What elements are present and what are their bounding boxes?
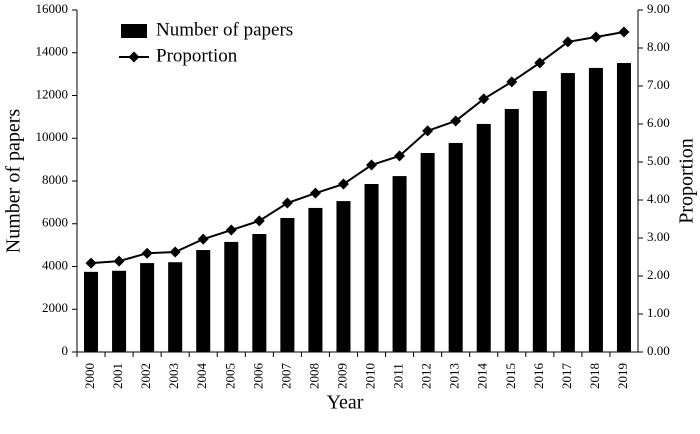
y-tick-label: 4000 (42, 257, 68, 272)
line-marker (113, 255, 125, 267)
y-axis-title: Number of papers (3, 109, 25, 254)
bar (588, 67, 603, 353)
legend-label: Number of papers (156, 19, 293, 40)
bar (84, 271, 99, 352)
x-tick-label: 2006 (250, 363, 265, 390)
line-marker (141, 247, 153, 259)
y2-tick-label: 4.00 (647, 191, 670, 206)
y-tick-label: 14000 (36, 44, 69, 59)
x-tick-label: 2018 (587, 363, 602, 389)
y2-tick-label: 6.00 (647, 115, 670, 130)
legend-swatch (121, 24, 147, 38)
y2-tick-label: 8.00 (647, 39, 670, 54)
y-tick-label: 6000 (42, 215, 68, 230)
x-tick-label: 2003 (166, 363, 181, 389)
x-tick-label: 2019 (615, 363, 630, 389)
line-marker (422, 125, 434, 137)
legend-marker (128, 51, 140, 63)
y-tick-label: 16000 (36, 1, 69, 16)
bar (112, 270, 127, 352)
line-marker (197, 233, 209, 245)
bar (532, 91, 547, 352)
bar (476, 123, 491, 353)
bar (336, 201, 351, 352)
y2-tick-label: 9.00 (647, 1, 670, 16)
bar (196, 250, 211, 352)
x-axis-title: Year (327, 392, 364, 414)
x-tick-label: 2004 (194, 363, 209, 390)
y2-tick-label: 7.00 (647, 77, 670, 92)
line-marker (309, 187, 321, 199)
line-marker (450, 115, 462, 127)
y2-tick-label: 5.00 (647, 153, 670, 168)
bar (252, 234, 267, 352)
line-marker (337, 178, 349, 190)
bar (140, 263, 155, 352)
y-tick-label: 2000 (42, 300, 68, 315)
line-marker (281, 197, 293, 209)
x-tick-label: 2016 (531, 363, 546, 390)
y-tick-label: 8000 (42, 172, 68, 187)
line-marker (85, 257, 97, 269)
y-tick-label: 12000 (36, 86, 69, 101)
line-marker (366, 159, 378, 171)
x-tick-label: 2014 (475, 363, 490, 390)
x-tick-label: 2009 (334, 363, 349, 389)
bar (560, 73, 575, 353)
line-marker (478, 93, 490, 105)
line-marker (506, 76, 518, 88)
line-marker (253, 215, 265, 227)
bar (280, 217, 295, 352)
x-tick-label: 2010 (363, 363, 378, 389)
x-tick-label: 2007 (278, 363, 293, 390)
x-tick-label: 2005 (222, 363, 237, 389)
x-tick-label: 2011 (391, 363, 406, 389)
bar (392, 176, 407, 352)
bar (364, 183, 379, 352)
line-marker (618, 26, 630, 38)
line-marker (394, 150, 406, 162)
x-tick-label: 2000 (82, 363, 97, 389)
y2-axis-title: Proportion (676, 138, 698, 224)
line-marker (169, 246, 181, 258)
bar (504, 108, 519, 352)
x-tick-label: 2001 (110, 363, 125, 389)
bar (420, 152, 435, 352)
line-marker (534, 57, 546, 69)
x-tick-label: 2013 (447, 363, 462, 389)
bar (308, 207, 323, 352)
bar (224, 241, 239, 352)
y2-tick-label: 2.00 (647, 267, 670, 282)
legend-label: Proportion (156, 45, 238, 66)
bar (616, 63, 631, 352)
y-tick-label: 0 (62, 343, 69, 358)
bar (448, 142, 463, 352)
line-marker (225, 224, 237, 236)
y2-tick-label: 3.00 (647, 229, 670, 244)
x-tick-label: 2015 (503, 363, 518, 389)
y-tick-label: 10000 (36, 129, 69, 144)
x-tick-label: 2017 (559, 363, 574, 390)
x-tick-label: 2012 (419, 363, 434, 389)
x-tick-label: 2008 (306, 363, 321, 389)
line-marker (590, 31, 602, 43)
x-tick-label: 2002 (138, 363, 153, 389)
line-marker (562, 36, 574, 48)
line (90, 31, 625, 265)
y2-tick-label: 0.00 (647, 343, 670, 358)
y2-tick-label: 1.00 (647, 305, 670, 320)
bar (168, 262, 183, 352)
